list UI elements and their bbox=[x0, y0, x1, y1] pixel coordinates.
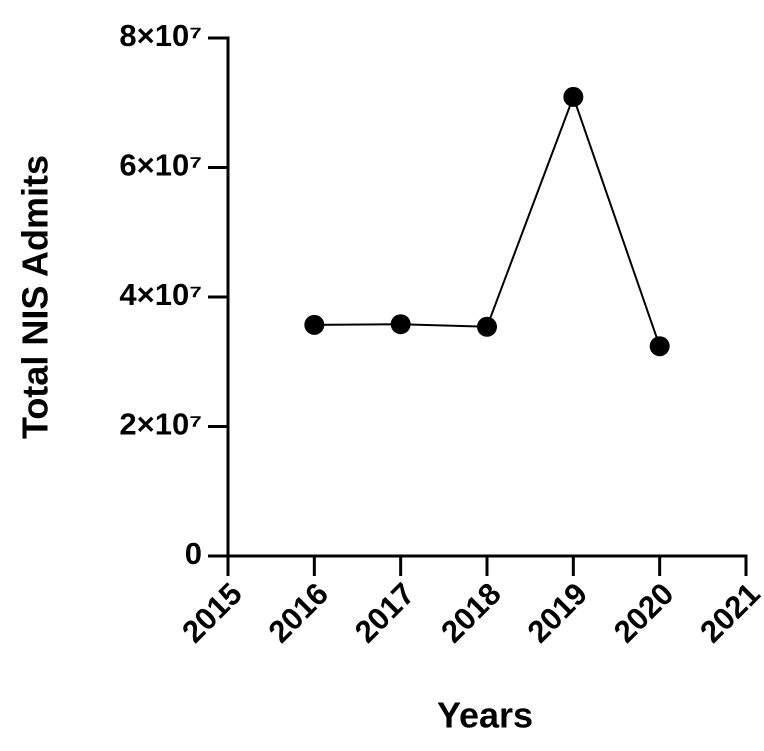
y-tick-label: 8×10⁷ bbox=[119, 18, 202, 53]
x-tick-label: 2019 bbox=[521, 576, 595, 650]
data-point bbox=[477, 316, 497, 337]
data-line bbox=[314, 93, 661, 347]
x-tick-label: 2021 bbox=[693, 576, 764, 650]
x-tick-label: 2018 bbox=[434, 576, 508, 650]
x-axis-label: Years bbox=[437, 695, 533, 736]
y-tick-label: 4×10⁷ bbox=[119, 277, 202, 312]
data-point bbox=[563, 86, 584, 107]
data-point bbox=[390, 314, 411, 335]
x-tick-label: 2017 bbox=[348, 576, 422, 650]
y-axis-label: Total NIS Admits bbox=[15, 155, 56, 439]
y-tick-label: 6×10⁷ bbox=[119, 148, 202, 183]
data-point bbox=[304, 314, 325, 335]
y-tick-label: 2×10⁷ bbox=[119, 407, 202, 442]
x-tick-label: 2020 bbox=[607, 576, 681, 650]
x-tick-label: 2016 bbox=[262, 576, 336, 650]
y-tick-label: 0 bbox=[185, 536, 202, 571]
data-point bbox=[649, 336, 670, 357]
x-tick-label: 2015 bbox=[175, 576, 249, 650]
